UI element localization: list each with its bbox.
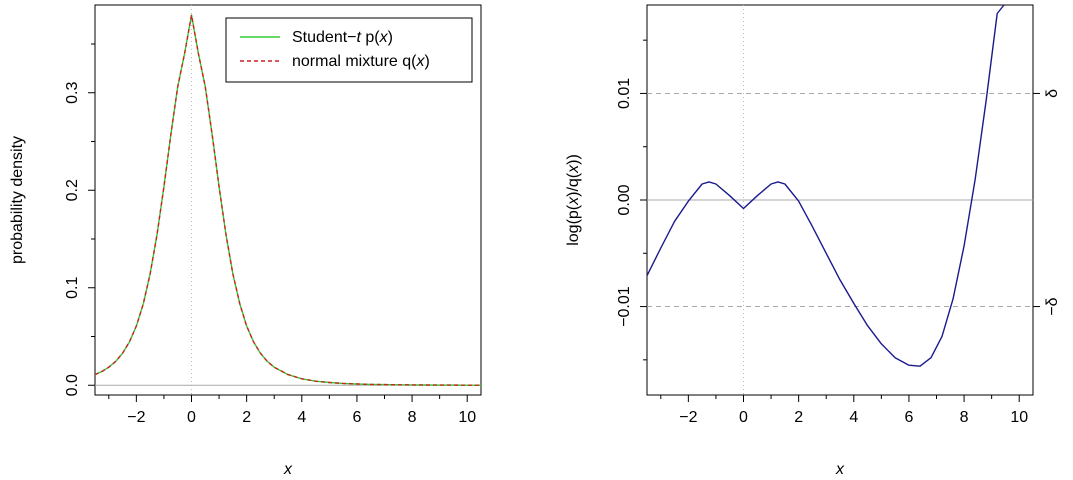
left-chart-panel: −2 0 2 4 6 8 10 0.0 0.1 0.2 0.3 x probability den… bbox=[9, 4, 482, 478]
left-x-axis: −2 0 2 4 6 8 10 bbox=[108, 395, 476, 426]
left-y-axis-label: probability density bbox=[9, 136, 26, 264]
left-y-tick-label: 0.0 bbox=[64, 374, 81, 396]
left-x-tick-label: 2 bbox=[242, 409, 251, 426]
left-y-tick-label: 0.1 bbox=[64, 277, 81, 299]
right-chart-panel: −2 0 2 4 6 8 10 −0.01 0.00 0.01 δ −δ x log(p(x)/q… bbox=[565, 4, 1061, 478]
right-y-axis: −0.01 0.00 0.01 bbox=[616, 39, 647, 361]
normal-mixture-density-line bbox=[94, 14, 481, 386]
legend-box bbox=[225, 17, 473, 83]
right-x-tick-label: 8 bbox=[960, 409, 969, 426]
right-y-tick-label: 0.00 bbox=[616, 184, 633, 215]
left-y-axis: 0.0 0.1 0.2 0.3 bbox=[64, 43, 95, 396]
minus-delta-label: −δ bbox=[1044, 297, 1061, 315]
left-plot-frame bbox=[94, 4, 482, 396]
right-x-axis: −2 0 2 4 6 8 10 bbox=[660, 395, 1028, 426]
left-x-tick-label: 10 bbox=[458, 409, 476, 426]
left-series-lines bbox=[94, 14, 481, 386]
left-x-tick-label: 0 bbox=[187, 409, 196, 426]
right-y-tick-label: 0.01 bbox=[616, 78, 633, 109]
right-x-tick-label: 4 bbox=[849, 409, 858, 426]
right-x-tick-label: 2 bbox=[794, 409, 803, 426]
left-x-tick-label: 8 bbox=[408, 409, 417, 426]
right-y-tick-label: −0.01 bbox=[616, 286, 633, 327]
right-delta-axis: δ −δ bbox=[1033, 89, 1061, 316]
delta-label: δ bbox=[1044, 89, 1061, 98]
left-x-axis-label: x bbox=[283, 461, 293, 478]
left-y-tick-label: 0.3 bbox=[64, 82, 81, 104]
right-series-lines bbox=[646, 4, 1005, 367]
left-x-tick-label: 6 bbox=[352, 409, 361, 426]
legend: Student−t p(x) normal mixture q(x) bbox=[225, 17, 473, 83]
right-x-tick-label: 6 bbox=[904, 409, 913, 426]
right-x-tick-label: 0 bbox=[739, 409, 748, 426]
right-x-tick-label: 10 bbox=[1010, 409, 1028, 426]
right-x-axis-label: x bbox=[835, 461, 845, 478]
left-x-tick-label: −2 bbox=[127, 409, 145, 426]
legend-label-normal-mixture: normal mixture q(x) bbox=[292, 53, 430, 70]
left-x-tick-label: 4 bbox=[297, 409, 306, 426]
right-y-axis-label: log(p(x)/q(x)) bbox=[565, 154, 582, 246]
left-y-tick-label: 0.2 bbox=[64, 179, 81, 201]
right-x-tick-label: −2 bbox=[679, 409, 697, 426]
log-ratio-line bbox=[646, 4, 1005, 367]
legend-label-student-t: Student−t p(x) bbox=[292, 29, 393, 46]
right-reference-lines bbox=[647, 5, 1033, 395]
